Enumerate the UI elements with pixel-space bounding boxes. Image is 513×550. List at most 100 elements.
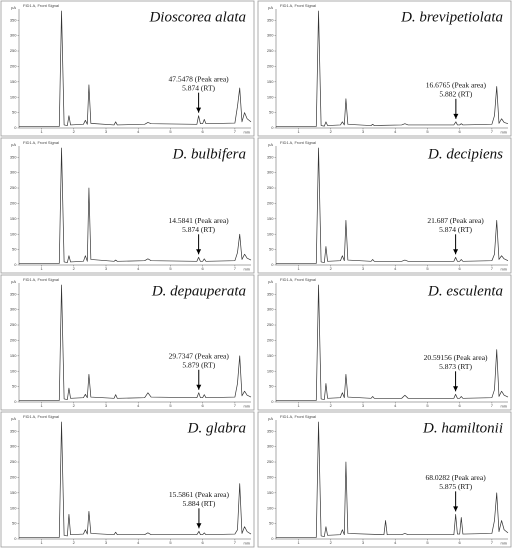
panel-header: FID1 A, Front Signal [23, 140, 59, 145]
y-tick-label: 200 [267, 63, 274, 68]
peak-area-annotation: 16.6765 (Peak area) [426, 81, 487, 90]
y-unit: pA [11, 416, 16, 421]
chromatogram-trace [19, 147, 252, 264]
y-tick-label: 200 [10, 474, 17, 479]
annotation-arrowhead [196, 384, 202, 390]
y-tick-label: 200 [267, 200, 274, 205]
y-tick-label: 350 [10, 428, 17, 433]
y-unit: pA [11, 279, 16, 284]
y-tick-label: 150 [10, 490, 17, 495]
x-tick-label: 6 [202, 403, 205, 408]
y-unit: pA [11, 5, 16, 10]
y-tick-label: 350 [10, 17, 17, 22]
x-tick-label: 5 [169, 540, 172, 545]
y-tick-label: 50 [269, 247, 274, 252]
y-tick-label: 100 [267, 368, 274, 373]
y-tick-label: 100 [10, 505, 17, 510]
y-tick-label: 250 [10, 48, 17, 53]
chromatogram-trace [19, 421, 252, 538]
panel-header: FID1 A, Front Signal [280, 3, 316, 8]
chromatogram-trace [19, 284, 252, 401]
panel-header: FID1 A, Front Signal [280, 140, 316, 145]
chromatogram-panel: FID1 A, Front Signal pA min 0 50 100 150 200 250… [257, 137, 512, 274]
y-tick-label: 100 [10, 368, 17, 373]
y-tick-label: 250 [267, 48, 274, 53]
y-tick-label: 250 [267, 185, 274, 190]
y-tick-label: 300 [10, 307, 17, 312]
peak-area-annotation: 15.5861 (Peak area) [169, 490, 230, 499]
x-tick-label: 4 [137, 403, 140, 408]
rt-annotation: 5.873 (RT) [439, 362, 472, 371]
x-tick-label: 4 [137, 540, 140, 545]
x-tick-label: 7 [491, 129, 494, 134]
panel-border [257, 137, 512, 274]
x-tick-label: 1 [40, 403, 43, 408]
x-tick-label: 1 [297, 403, 300, 408]
x-tick-label: 5 [426, 129, 429, 134]
y-tick-label: 200 [10, 63, 17, 68]
y-tick-label: 250 [10, 185, 17, 190]
x-tick-label: 7 [234, 540, 237, 545]
x-tick-label: 4 [394, 540, 397, 545]
x-tick-label: 3 [362, 129, 365, 134]
y-tick-label: 250 [10, 459, 17, 464]
x-tick-label: 2 [330, 266, 333, 271]
y-tick-label: 150 [10, 216, 17, 221]
x-tick-label: 2 [73, 266, 76, 271]
panel-border [0, 274, 255, 411]
x-tick-label: 2 [330, 129, 333, 134]
rt-annotation: 5.874 (RT) [439, 225, 472, 234]
y-tick-label: 350 [10, 291, 17, 296]
y-tick-label: 300 [10, 444, 17, 449]
x-tick-label: 6 [459, 266, 462, 271]
y-tick-label: 50 [269, 384, 274, 389]
y-tick-label: 300 [267, 170, 274, 175]
annotation-arrowhead [453, 506, 459, 512]
x-unit: min [501, 404, 507, 409]
y-unit: pA [268, 142, 273, 147]
panel-border [0, 0, 255, 137]
x-tick-label: 2 [330, 403, 333, 408]
y-tick-label: 0 [14, 125, 17, 130]
chromatogram-panel: FID1 A, Front Signal pA min 0 50 100 150 200 250… [257, 0, 512, 137]
annotation-arrowhead [453, 249, 459, 255]
y-unit: pA [268, 5, 273, 10]
x-tick-label: 7 [234, 129, 237, 134]
x-tick-label: 7 [491, 266, 494, 271]
y-tick-label: 150 [10, 353, 17, 358]
x-unit: min [244, 541, 250, 546]
panel-header: FID1 A, Front Signal [23, 3, 59, 8]
y-tick-label: 100 [267, 505, 274, 510]
x-unit: min [501, 130, 507, 135]
x-tick-label: 7 [491, 403, 494, 408]
y-tick-label: 300 [267, 33, 274, 38]
panel-border [257, 274, 512, 411]
x-tick-label: 4 [394, 403, 397, 408]
annotation-arrowhead [453, 386, 459, 392]
panel-header: FID1 A, Front Signal [23, 414, 59, 419]
panel-border [0, 411, 255, 548]
panel-title: D. bulbifera [172, 146, 246, 162]
y-tick-label: 200 [10, 200, 17, 205]
rt-annotation: 5.874 (RT) [182, 83, 215, 92]
y-tick-label: 300 [267, 444, 274, 449]
chromatogram-trace [276, 284, 509, 401]
y-tick-label: 250 [10, 322, 17, 327]
panel-title: D. depauperata [151, 283, 246, 299]
y-tick-label: 150 [267, 216, 274, 221]
y-tick-label: 50 [269, 521, 274, 526]
chromatogram-trace [276, 421, 509, 538]
x-unit: min [501, 541, 507, 546]
panel-title: D. glabra [187, 420, 246, 436]
rt-annotation: 5.884 (RT) [182, 499, 215, 508]
x-tick-label: 6 [202, 540, 205, 545]
x-tick-label: 5 [426, 403, 429, 408]
annotation-arrowhead [196, 523, 202, 529]
y-tick-label: 200 [267, 337, 274, 342]
y-unit: pA [11, 142, 16, 147]
rt-annotation: 5.882 (RT) [439, 90, 472, 99]
peak-area-annotation: 20.59156 (Peak area) [424, 353, 488, 362]
x-tick-label: 1 [297, 266, 300, 271]
chromatogram-panel: FID1 A, Front Signal pA min 0 50 100 150 200 250… [257, 274, 512, 411]
